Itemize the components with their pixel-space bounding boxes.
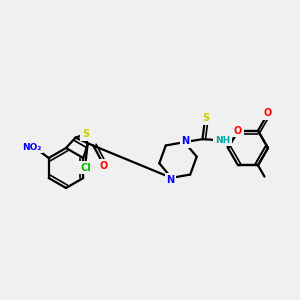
Text: NH: NH (215, 136, 230, 145)
Text: O: O (234, 126, 242, 136)
Text: NO₂: NO₂ (22, 142, 41, 152)
Text: N: N (167, 175, 175, 185)
Text: Cl: Cl (80, 163, 91, 173)
Text: S: S (202, 113, 209, 123)
Text: O: O (264, 108, 272, 118)
Text: NO₂: NO₂ (22, 142, 41, 152)
Text: S: S (82, 129, 89, 139)
Text: O: O (99, 161, 107, 171)
Text: N: N (182, 136, 190, 146)
